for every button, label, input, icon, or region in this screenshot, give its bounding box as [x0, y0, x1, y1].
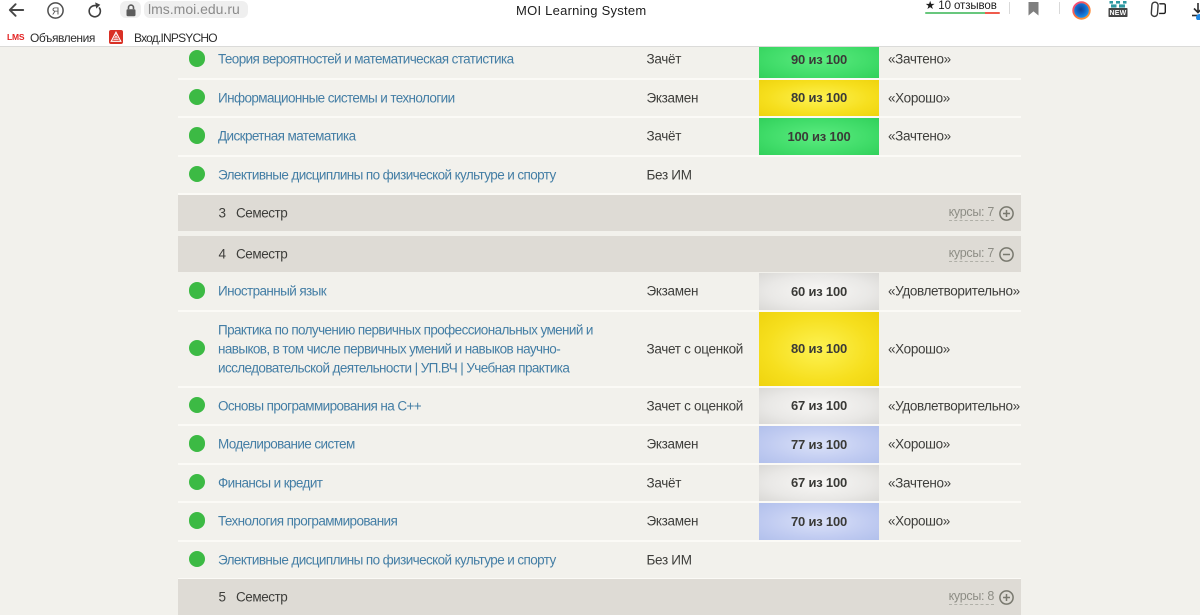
svg-text:NEW: NEW	[1110, 10, 1127, 17]
svg-text:Я: Я	[52, 5, 60, 17]
